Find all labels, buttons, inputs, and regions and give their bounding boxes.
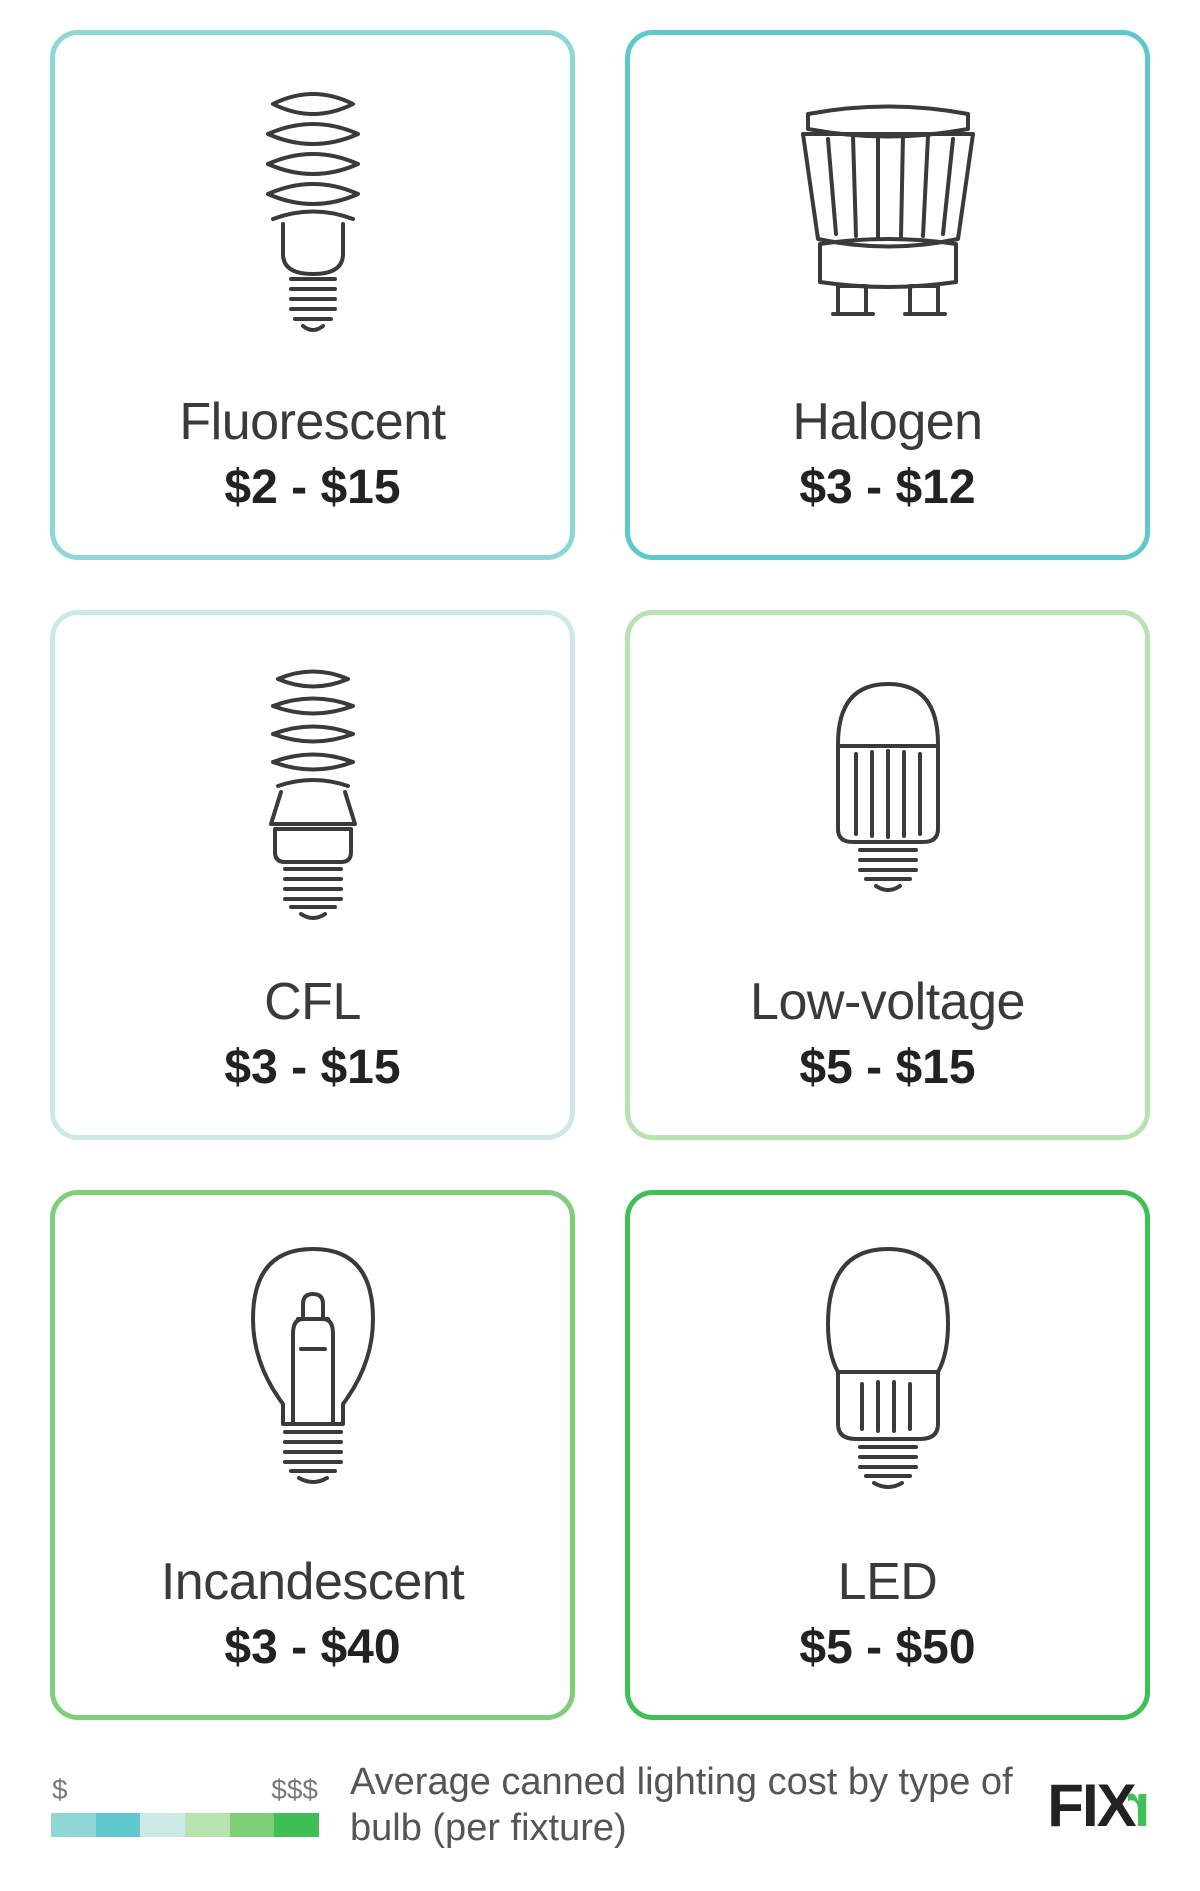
- card-incandescent: Incandescent $3 - $40: [50, 1190, 575, 1720]
- card-name: LED: [838, 1552, 938, 1612]
- led-bulb-icon: [630, 1195, 1145, 1552]
- cfl-bulb-icon: [55, 615, 570, 972]
- card-price: $2 - $15: [224, 460, 400, 515]
- legend-swatch: [274, 1813, 319, 1837]
- fluorescent-bulb-icon: [55, 35, 570, 392]
- logo-text: FIX: [1047, 1771, 1134, 1840]
- card-name: Halogen: [792, 392, 982, 452]
- legend-swatch-bar: [50, 1812, 320, 1838]
- legend-swatch: [185, 1813, 230, 1837]
- card-halogen: Halogen $3 - $12: [625, 30, 1150, 560]
- footer: $ $$$ Average canned lighting cost by ty…: [50, 1760, 1150, 1851]
- card-name: Fluorescent: [179, 392, 445, 452]
- legend-swatch: [230, 1813, 275, 1837]
- card-name: CFL: [264, 972, 361, 1032]
- low-voltage-bulb-icon: [630, 615, 1145, 972]
- card-price: $3 - $12: [799, 460, 975, 515]
- caption: Average canned lighting cost by type of …: [350, 1760, 1017, 1851]
- legend-low-label: $: [52, 1774, 68, 1806]
- card-led: LED $5 - $50: [625, 1190, 1150, 1720]
- incandescent-bulb-icon: [55, 1195, 570, 1552]
- halogen-bulb-icon: [630, 35, 1145, 392]
- legend-swatch: [51, 1813, 96, 1837]
- legend-swatch: [140, 1813, 185, 1837]
- card-fluorescent: Fluorescent $2 - $15: [50, 30, 575, 560]
- card-price: $3 - $15: [224, 1040, 400, 1095]
- card-cfl: CFL $3 - $15: [50, 610, 575, 1140]
- fixr-logo: FIXr: [1047, 1771, 1150, 1840]
- logo-accent: r: [1129, 1771, 1150, 1840]
- card-price: $3 - $40: [224, 1620, 400, 1675]
- card-price: $5 - $15: [799, 1040, 975, 1095]
- card-name: Incandescent: [161, 1552, 464, 1612]
- price-legend: $ $$$: [50, 1774, 320, 1838]
- card-price: $5 - $50: [799, 1620, 975, 1675]
- legend-swatch: [96, 1813, 141, 1837]
- cards-grid: Fluorescent $2 - $15 Halogen $3 - $12: [50, 30, 1150, 1720]
- legend-high-label: $$$: [271, 1774, 318, 1806]
- card-low-voltage: Low-voltage $5 - $15: [625, 610, 1150, 1140]
- card-name: Low-voltage: [750, 972, 1025, 1032]
